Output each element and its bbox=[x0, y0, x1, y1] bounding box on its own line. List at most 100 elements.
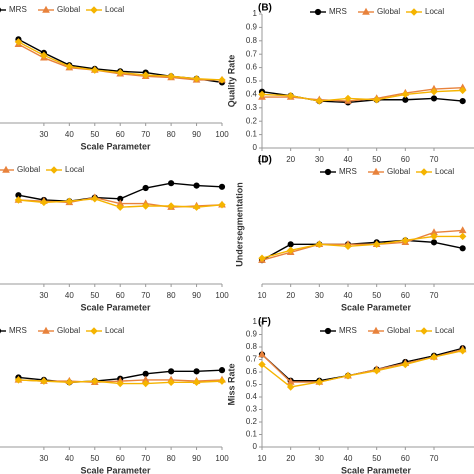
data-point bbox=[168, 180, 175, 187]
legend-label: Local bbox=[425, 7, 444, 16]
data-point bbox=[40, 198, 48, 207]
data-point bbox=[258, 254, 266, 262]
data-point bbox=[315, 97, 324, 105]
legend-marker bbox=[0, 328, 2, 334]
data-point bbox=[286, 383, 295, 391]
y-tick-label: 0.9 bbox=[246, 23, 258, 32]
x-tick-label: 30 bbox=[39, 130, 48, 139]
y-tick-label: 0.9 bbox=[246, 330, 258, 339]
data-point bbox=[401, 90, 410, 99]
x-axis-label: Scale Parameter bbox=[80, 141, 151, 151]
x-tick-label: 30 bbox=[39, 291, 48, 300]
y-tick-label: 0.6 bbox=[246, 367, 258, 376]
data-point bbox=[372, 96, 381, 104]
data-point bbox=[315, 378, 324, 386]
series-line bbox=[261, 239, 463, 261]
x-tick-label: 20 bbox=[286, 155, 295, 164]
y-tick-label: 1 bbox=[253, 317, 258, 326]
x-tick-label: 30 bbox=[315, 454, 324, 463]
x-tick-label: 50 bbox=[372, 155, 381, 164]
x-axis-label: Scale Parameter bbox=[80, 302, 151, 312]
y-tick-label: 0.2 bbox=[246, 116, 258, 125]
y-tick-label: 0.5 bbox=[246, 76, 258, 85]
panel-label: (F) bbox=[258, 317, 271, 328]
series-line bbox=[261, 89, 463, 102]
legend-label: Global bbox=[387, 326, 410, 335]
x-tick-label: 100 bbox=[215, 454, 229, 463]
x-tick-label: 40 bbox=[65, 454, 74, 463]
y-tick-label: 0 bbox=[253, 442, 258, 451]
data-point bbox=[218, 367, 226, 374]
x-tick-label: 70 bbox=[430, 291, 439, 300]
x-tick-label: 70 bbox=[141, 130, 150, 139]
x-tick-label: 30 bbox=[39, 454, 48, 463]
x-tick-label: 60 bbox=[401, 291, 410, 300]
data-point bbox=[142, 370, 149, 377]
legend-marker bbox=[410, 8, 418, 16]
x-tick-label: 50 bbox=[372, 454, 381, 463]
data-point bbox=[218, 183, 226, 190]
y-tick-label: 0.4 bbox=[246, 392, 258, 401]
x-tick-label: 50 bbox=[372, 291, 381, 300]
data-point bbox=[141, 379, 150, 388]
data-point bbox=[116, 379, 124, 388]
legend-label: Global bbox=[377, 7, 400, 16]
legend-label: MRS bbox=[339, 167, 357, 176]
x-axis-label: Scale Parameter bbox=[341, 465, 412, 474]
series-line bbox=[261, 350, 463, 388]
data-point bbox=[430, 239, 438, 246]
data-point bbox=[192, 378, 201, 387]
x-tick-label: 40 bbox=[344, 291, 353, 300]
data-point bbox=[141, 202, 150, 210]
data-point bbox=[372, 240, 381, 249]
data-point bbox=[65, 378, 74, 387]
data-point bbox=[167, 202, 175, 210]
data-point bbox=[192, 75, 201, 83]
legend-label: Global bbox=[387, 167, 410, 176]
y-tick-label: 0.8 bbox=[246, 36, 258, 45]
x-tick-label: 30 bbox=[315, 291, 324, 300]
data-point bbox=[141, 71, 150, 79]
data-point bbox=[344, 94, 352, 103]
x-tick-label: 90 bbox=[192, 291, 201, 300]
legend-label: Local bbox=[105, 326, 124, 335]
legend-marker bbox=[0, 7, 2, 13]
data-point bbox=[458, 226, 467, 234]
data-point bbox=[430, 88, 438, 96]
x-tick-label: 70 bbox=[141, 454, 150, 463]
data-point bbox=[168, 368, 175, 375]
legend-marker bbox=[42, 5, 50, 13]
y-tick-label: 0.4 bbox=[246, 90, 258, 99]
data-point bbox=[192, 203, 201, 211]
y-tick-label: 0.7 bbox=[246, 355, 258, 364]
legend-marker bbox=[324, 168, 332, 176]
legend-marker bbox=[372, 167, 380, 175]
x-tick-label: 20 bbox=[286, 454, 295, 463]
legend-marker bbox=[42, 326, 50, 334]
legend-label: MRS bbox=[9, 326, 27, 335]
data-point bbox=[459, 245, 466, 252]
data-point bbox=[91, 195, 99, 203]
x-tick-label: 60 bbox=[116, 130, 125, 139]
data-point bbox=[116, 68, 124, 77]
y-tick-label: 0.7 bbox=[246, 49, 258, 58]
data-point bbox=[458, 86, 467, 95]
data-point bbox=[430, 353, 438, 361]
y-tick-label: 0.8 bbox=[246, 342, 258, 351]
panel-label: (B) bbox=[258, 3, 272, 14]
data-point bbox=[14, 196, 23, 204]
x-tick-label: 20 bbox=[286, 291, 295, 300]
data-point bbox=[430, 95, 438, 102]
legend-marker bbox=[314, 8, 322, 16]
data-point bbox=[14, 38, 23, 46]
data-point bbox=[372, 367, 381, 375]
x-axis-label: Scale Parameter bbox=[80, 465, 151, 474]
data-point bbox=[315, 240, 324, 249]
x-tick-label: 10 bbox=[258, 454, 267, 463]
series-line bbox=[261, 229, 463, 261]
x-tick-label: 80 bbox=[167, 130, 176, 139]
x-tick-label: 10 bbox=[258, 291, 267, 300]
legend-label: MRS bbox=[9, 5, 27, 14]
y-axis-label: Undersegmentation bbox=[234, 182, 244, 267]
data-point bbox=[167, 72, 175, 80]
